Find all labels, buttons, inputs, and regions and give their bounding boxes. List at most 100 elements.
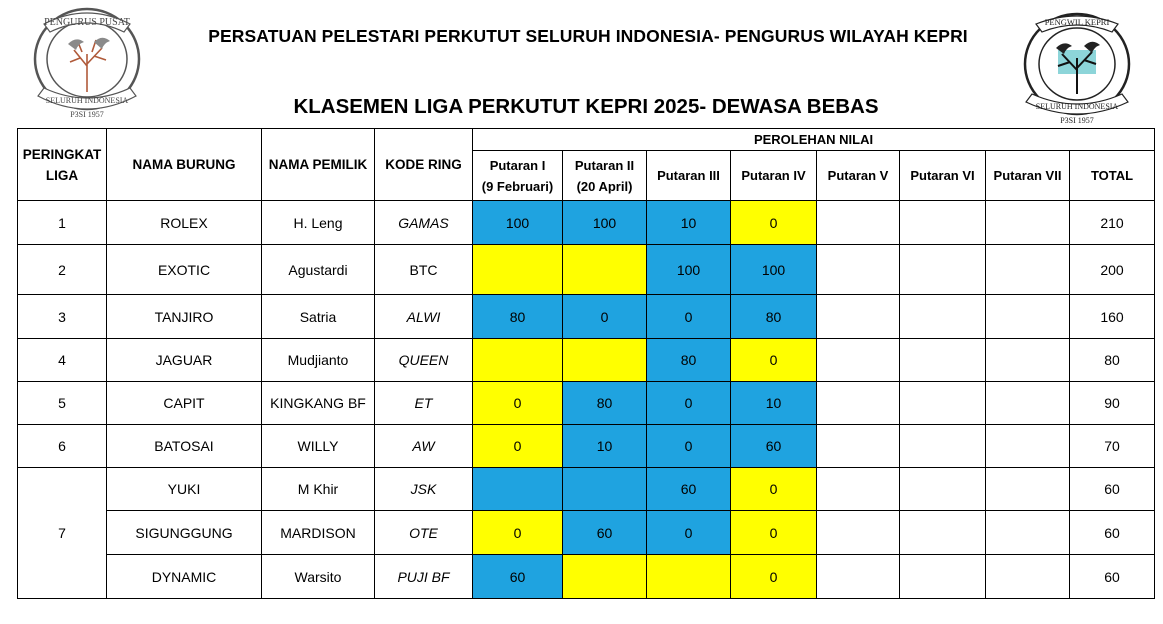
round-1-score-cell: 0 [472,424,563,468]
header-ring: KODE RING [374,128,473,201]
round-5-score-cell [816,338,900,382]
owner-name-cell: Agustardi [261,244,375,295]
round-4-score-cell: 0 [730,554,817,599]
round-4-score-cell: 100 [730,244,817,295]
round-2-score-cell: 10 [562,424,647,468]
round-1-score-cell: 100 [472,200,563,245]
total-score-cell: 70 [1068,424,1156,468]
rank-cell: 7 [17,467,107,599]
rank-cell: 1 [17,200,107,245]
round-6-score-cell [899,200,986,245]
round-6-score-cell [899,424,986,468]
round-5-score-cell [816,467,900,511]
table-row: DYNAMIC Warsito PUJI BF 60 0 60 [18,554,1156,599]
ring-code-cell: PUJI BF [374,554,473,599]
header-owner: NAMA PEMILIK [261,128,375,201]
header-round-4: Putaran IV [730,150,817,201]
round-7-score-cell [985,424,1070,468]
round-5-score-cell [816,554,900,599]
table-row: 6 BATOSAI WILLY AW 0 10 0 60 70 [17,424,1156,468]
round-6-score-cell [899,338,986,382]
round-3-score-cell: 0 [646,424,731,468]
table-row: SIGUNGGUNG MARDISON OTE 0 60 0 0 60 [18,510,1156,555]
pengurus-pusat-logo: PENGURUS PUSAT SELURUH INDONESIA P3SI 19… [33,7,141,119]
owner-name-cell: WILLY [261,424,375,468]
standings-table: PERINGKAT LIGA NAMA BURUNG NAMA PEMILIK … [17,128,1156,599]
total-score-cell: 90 [1068,381,1156,425]
round-5-score-cell [816,244,900,295]
standings-title: KLASEMEN LIGA PERKUTUT KEPRI 2025- DEWAS… [293,95,879,118]
round-6-score-cell [899,244,986,295]
round-7-score-cell [985,554,1070,599]
ring-code-cell: JSK [374,467,473,511]
round-6-score-cell [899,294,986,339]
table-row: 7 YUKI M Khir JSK 60 0 60 [17,467,1156,599]
round-3-score-cell: 0 [646,294,731,339]
round-7-score-cell [985,294,1070,339]
header-score-group: PEROLEHAN NILAI [471,128,1156,151]
round-7-score-cell [985,510,1070,555]
round-5-score-cell [816,424,900,468]
round-6-score-cell [899,554,986,599]
round-7-score-cell [985,381,1070,425]
round-6-score-cell [899,467,986,511]
table-row: 3 TANJIRO Satria ALWI 80 0 0 80 160 [17,294,1156,339]
ring-code-cell: OTE [374,510,473,555]
header-bird: NAMA BURUNG [106,128,262,201]
header-round-2: Putaran II (20 April) [562,150,647,201]
ring-code-cell: AW [374,424,473,468]
round-3-score-cell: 80 [646,338,731,382]
logo-left-top-text: PENGURUS PUSAT [44,17,130,28]
logo-right-bottom-text: SELURUH INDONESIA [1036,102,1119,111]
round-2-score-cell: 60 [562,510,647,555]
header-round-2-label: Putaran II [574,157,635,173]
total-score-cell: 200 [1068,244,1156,295]
header-round-1: Putaran I (9 Februari) [472,150,563,201]
total-score-cell: 160 [1068,294,1156,339]
round-3-score-cell: 0 [646,510,731,555]
round-4-score-cell: 0 [730,510,817,555]
header-round-1-label: Putaran I [489,157,546,173]
round-5-score-cell [816,381,900,425]
round-2-score-cell: 100 [562,200,647,245]
logo-right-top-text: PENGWIL KEPRI [1045,17,1110,27]
owner-name-cell: MARDISON [261,510,375,555]
round-1-score-cell: 0 [472,510,563,555]
rank-cell: 2 [17,244,107,295]
header-round-1-date: (9 Februari) [481,178,554,194]
organization-title: PERSATUAN PELESTARI PERKUTUT SELURUH IND… [208,26,968,46]
round-2-score-cell: 80 [562,381,647,425]
pengwil-kepri-logo: PENGWIL KEPRI SELURUH INDONESIA P3SI 195… [1023,12,1131,125]
round-3-score-cell: 10 [646,200,731,245]
header-round-7: Putaran VII [985,150,1070,201]
bird-name-cell: ROLEX [106,200,262,245]
round-7-score-cell [985,467,1070,511]
logo-left-bottom-text: SELURUH INDONESIA [46,96,129,105]
ring-code-cell: BTC [374,244,473,295]
bird-name-cell: BATOSAI [106,424,262,468]
bird-name-cell: YUKI [106,467,262,511]
header-total: TOTAL [1068,150,1156,201]
ring-code-cell: GAMAS [374,200,473,245]
total-score-cell: 210 [1068,200,1156,245]
round-3-score-cell [646,554,731,599]
round-4-score-cell: 0 [730,467,817,511]
round-4-score-cell: 0 [730,200,817,245]
owner-name-cell: KINGKANG BF [261,381,375,425]
table-row: 2 EXOTIC Agustardi BTC 100 100 200 [17,244,1156,295]
header-rank-label: PERINGKAT LIGA [22,146,102,183]
rank-cell: 4 [17,338,107,382]
standings-body: 1 ROLEX H. Leng GAMAS 100 100 10 0 210 2 EXOTIC Agu… [17,200,1156,599]
round-1-score-cell: 60 [472,554,563,599]
header-round-3: Putaran III [646,150,731,201]
round-1-score-cell: 0 [472,381,563,425]
ring-code-cell: ALWI [374,294,473,339]
rank-cell: 3 [17,294,107,339]
total-score-cell: 60 [1068,554,1156,599]
header-round-2-date: (20 April) [576,178,633,194]
owner-name-cell: Warsito [261,554,375,599]
bird-name-cell: CAPIT [106,381,262,425]
header-round-6: Putaran VI [899,150,986,201]
round-1-score-cell [472,244,563,295]
table-row: 1 ROLEX H. Leng GAMAS 100 100 10 0 210 [17,200,1156,245]
